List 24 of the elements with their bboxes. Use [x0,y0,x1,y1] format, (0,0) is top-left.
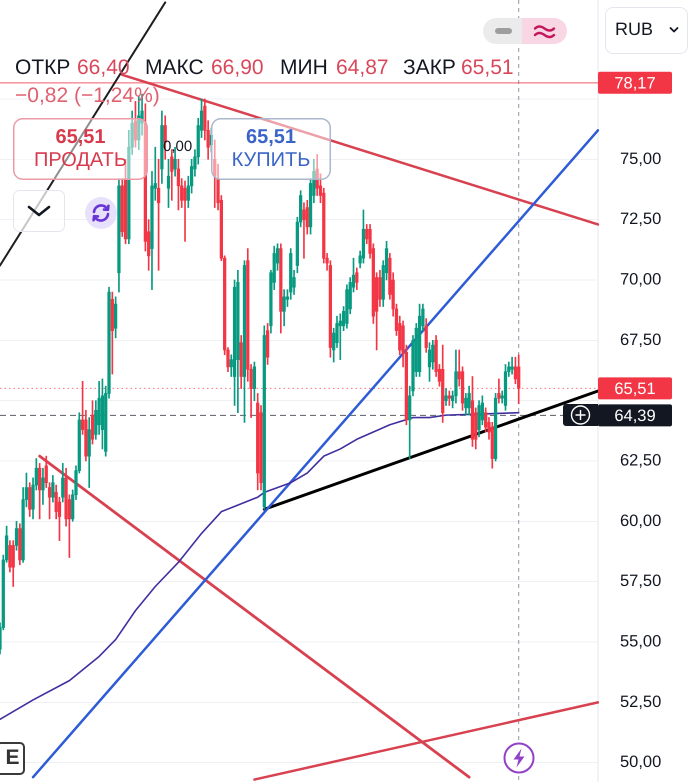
y-tick-label: 62,50 [620,452,662,470]
y-tick-label: 57,50 [620,572,662,590]
y-tick-label: 60,00 [620,512,662,530]
ref-line-label: 78,17 [614,74,656,92]
annotation: 65,51 [246,126,296,148]
annotation: МИН [280,56,328,80]
y-tick-label: 72,50 [620,210,662,228]
annotation: E [5,746,20,770]
annotation: 64,87 [336,56,389,80]
ref-line-label: 65,51 [614,380,656,398]
y-tick-label: 70,00 [620,270,662,289]
y-tick-label: 52,50 [620,692,662,711]
annotation: 66,90 [211,56,264,80]
y-tick-label: 50,00 [620,753,662,772]
annotation: МАКС [145,56,204,80]
annotation: ЗАКР [403,56,456,80]
text: RUB [615,19,654,40]
annotation: КУПИТЬ [232,149,310,171]
y-tick-label: 55,00 [620,632,662,651]
ref-line-label: 64,39 [614,406,656,425]
annotation: 65,51 [461,56,514,80]
annotation: ОТКР [15,56,70,80]
y-tick-label: 67,50 [620,330,662,349]
y-tick-label: 75,00 [620,150,662,168]
